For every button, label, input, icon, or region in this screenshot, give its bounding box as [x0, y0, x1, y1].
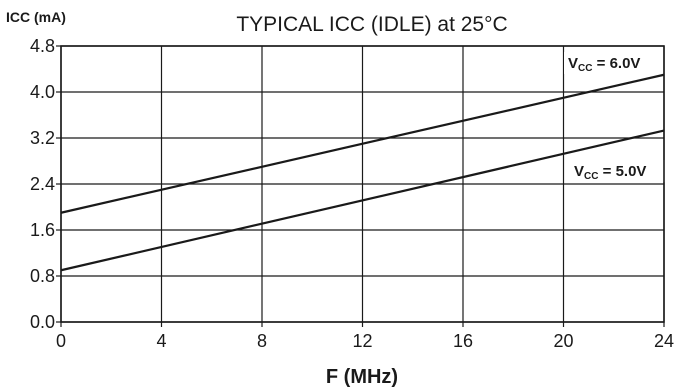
chart-title: TYPICAL ICC (IDLE) at 25°C	[236, 13, 507, 36]
x-tick-label: 4	[156, 331, 166, 351]
series-line-1	[60, 73, 665, 214]
x-axis-label: F (MHz)	[326, 366, 398, 388]
series-label-bg	[570, 160, 666, 182]
series-lines	[60, 73, 665, 272]
plot-frame	[60, 45, 665, 323]
y-tick-label: 2.4	[30, 174, 55, 194]
y-tick-label: 0.0	[30, 312, 55, 332]
axis-ticks: 0 4 8 12 16 20 24 0.0 0.8 1.6 2.4 3.2 4.0 4.8	[30, 36, 674, 351]
series-label-2: VCC = 5.0V	[574, 163, 646, 182]
y-axis-label: ICC (mA)	[6, 9, 66, 25]
x-tick-label: 20	[553, 331, 573, 351]
x-tick-label: 12	[352, 331, 372, 351]
series-label-1: VCC = 6.0V	[568, 55, 640, 74]
series-line-2	[60, 129, 665, 272]
x-tick-label: 16	[453, 331, 473, 351]
y-tick-label: 0.8	[30, 266, 55, 286]
y-tick-label: 3.2	[30, 128, 55, 148]
y-tick-label: 4.8	[30, 36, 55, 56]
y-tick-label: 4.0	[30, 82, 55, 102]
x-tick-label: 0	[56, 331, 66, 351]
series-labels: VCC = 6.0V VCC = 5.0V	[564, 52, 666, 182]
y-tick-label: 1.6	[30, 220, 55, 240]
series-label-bg	[564, 52, 660, 74]
x-tick-label: 24	[654, 331, 674, 351]
grid-lines	[60, 45, 665, 323]
x-tick-label: 8	[257, 331, 267, 351]
